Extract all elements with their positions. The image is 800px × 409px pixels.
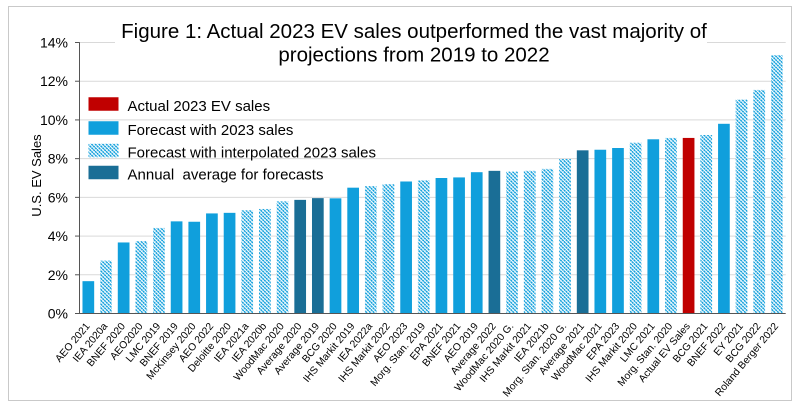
svg-text:14%: 14% <box>40 35 68 51</box>
svg-text:8%: 8% <box>48 151 68 167</box>
svg-text:Actual 2023 EV sales: Actual 2023 EV sales <box>128 98 271 115</box>
svg-text:0%: 0% <box>48 306 68 322</box>
svg-text:projections from 2019 to 2022: projections from 2019 to 2022 <box>278 44 549 67</box>
svg-text:6%: 6% <box>48 189 68 205</box>
svg-text:Forecast with 2023 sales: Forecast with 2023 sales <box>128 122 294 139</box>
svg-text:Forecast with interpolated 202: Forecast with interpolated 2023 sales <box>128 145 376 162</box>
svg-text:10%: 10% <box>40 112 68 128</box>
svg-text:Figure 1: Actual 2023 EV sales: Figure 1: Actual 2023 EV sales outperfor… <box>121 20 707 43</box>
svg-text:Annual average for forecasts: Annual average for forecasts <box>128 167 324 184</box>
svg-text:4%: 4% <box>48 228 68 244</box>
svg-text:U.S. EV Sales: U.S. EV Sales <box>29 134 44 217</box>
svg-text:12%: 12% <box>40 73 68 89</box>
svg-text:2%: 2% <box>48 267 68 283</box>
